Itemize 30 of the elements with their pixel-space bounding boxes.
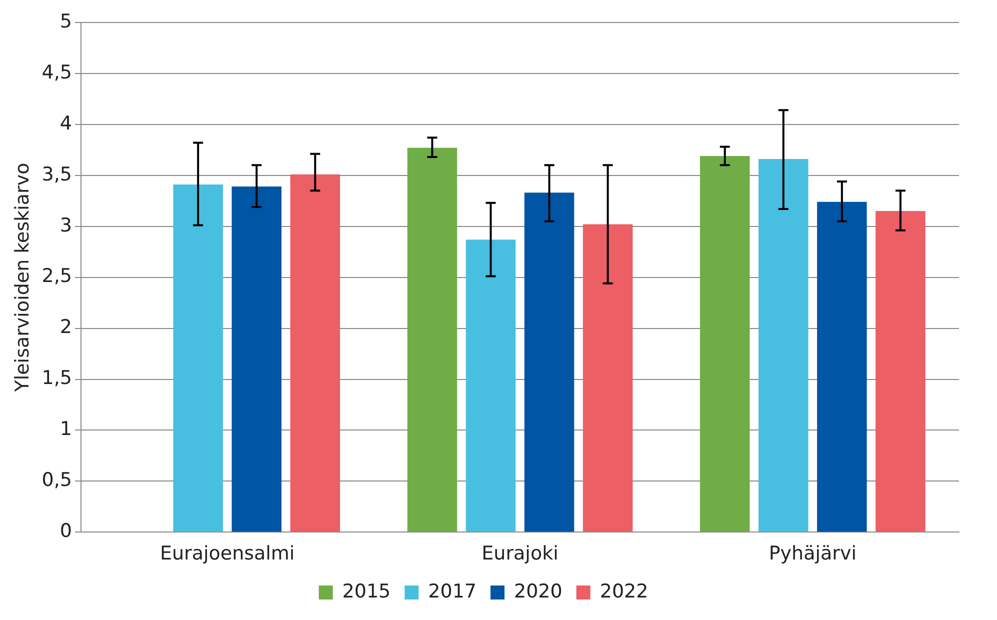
bar <box>407 148 458 532</box>
y-tick-label: 0 <box>60 520 72 542</box>
y-axis-title: Yleisarvioiden keskiarvo <box>11 162 34 393</box>
y-tick-label: 1 <box>60 418 72 440</box>
x-tick-label: Eurajoki <box>482 542 558 565</box>
bar <box>173 184 223 532</box>
y-tick-label: 0,5 <box>42 469 72 492</box>
y-tick-label: 4,5 <box>42 61 72 84</box>
legend-label: 2015 <box>342 580 391 602</box>
y-tick-label: 5 <box>60 10 72 32</box>
x-tick-label: Pyhäjärvi <box>768 542 856 565</box>
bar <box>290 174 340 532</box>
legend-label: 2022 <box>600 580 648 602</box>
bar <box>758 159 808 532</box>
y-tick-label: 2 <box>60 316 72 338</box>
legend-label: 2017 <box>428 580 477 602</box>
bar <box>817 202 867 532</box>
bar <box>700 156 750 532</box>
y-tick-label: 2,5 <box>42 265 72 288</box>
y-tick-label: 3 <box>60 214 72 236</box>
y-tick-label: 1,5 <box>42 367 72 390</box>
y-tick-label: 3,5 <box>42 163 72 186</box>
bar <box>524 192 574 532</box>
bar <box>582 224 633 532</box>
legend-label: 2020 <box>514 580 562 602</box>
x-tick-label: Eurajoensalmi <box>160 542 295 565</box>
bar <box>876 211 926 532</box>
y-tick-label: 4 <box>60 112 72 134</box>
bar <box>232 186 282 532</box>
bar <box>466 240 516 532</box>
